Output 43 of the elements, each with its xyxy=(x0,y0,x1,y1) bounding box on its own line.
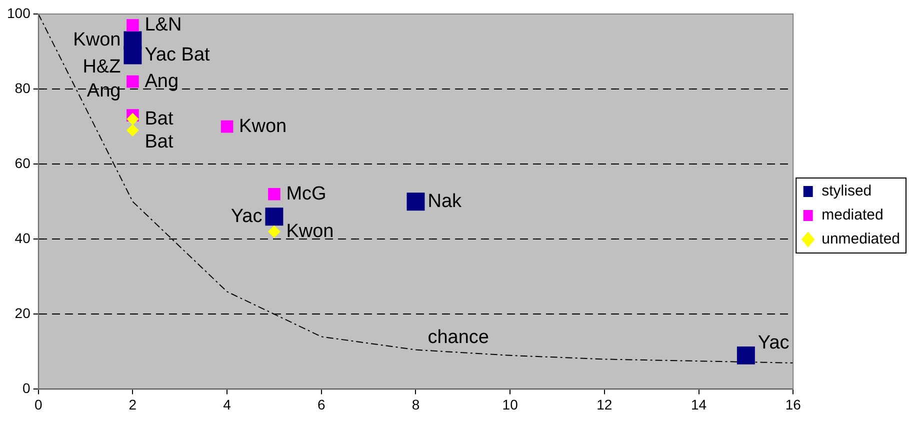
x-tick-label: 2 xyxy=(128,396,137,412)
legend-label: stylised xyxy=(822,182,872,200)
y-tick-label: 0 xyxy=(22,380,31,396)
x-tick-label: 8 xyxy=(412,396,420,412)
x-tick-label: 10 xyxy=(502,396,518,412)
legend-label: mediated xyxy=(822,206,884,224)
annotation: Kwon xyxy=(239,116,287,137)
annotation: Yac xyxy=(230,206,262,227)
annotation: Kwon xyxy=(73,30,121,50)
x-tick-label: 0 xyxy=(34,396,42,412)
y-tick-label: 60 xyxy=(14,154,31,171)
annotation: Bat xyxy=(144,108,174,130)
x-tick-label: 12 xyxy=(596,396,612,412)
point xyxy=(126,75,139,88)
point xyxy=(220,120,234,133)
point xyxy=(265,208,284,226)
y-tick-label: 20 xyxy=(14,305,31,322)
annotation: Yac xyxy=(758,332,790,354)
point xyxy=(406,192,425,211)
point xyxy=(268,188,280,200)
y-tick-label: 40 xyxy=(14,230,31,246)
legend-label: unmediated xyxy=(822,230,900,248)
annotation: chance xyxy=(428,327,490,348)
x-tick-label: 4 xyxy=(223,396,232,412)
annotation: Ang xyxy=(144,70,179,92)
annotation: Bat xyxy=(144,132,174,153)
y-tick-label: 80 xyxy=(14,80,31,96)
annotation: L&N xyxy=(144,14,182,36)
x-tick-label: 14 xyxy=(690,396,707,412)
annotation: Nak xyxy=(428,190,462,212)
annotation: H&Z xyxy=(82,56,122,78)
point xyxy=(268,226,280,238)
x-tick-label: 6 xyxy=(317,396,326,412)
y-tick-label: 100 xyxy=(7,4,31,21)
point xyxy=(736,346,755,364)
x-tick-label: 16 xyxy=(785,396,802,412)
annotation: Kwon xyxy=(286,220,334,242)
point xyxy=(126,19,139,32)
point xyxy=(126,124,139,136)
point xyxy=(124,46,142,64)
annotation: McG xyxy=(286,183,326,204)
annotation: Yac Bat xyxy=(144,44,211,66)
point xyxy=(126,113,139,126)
